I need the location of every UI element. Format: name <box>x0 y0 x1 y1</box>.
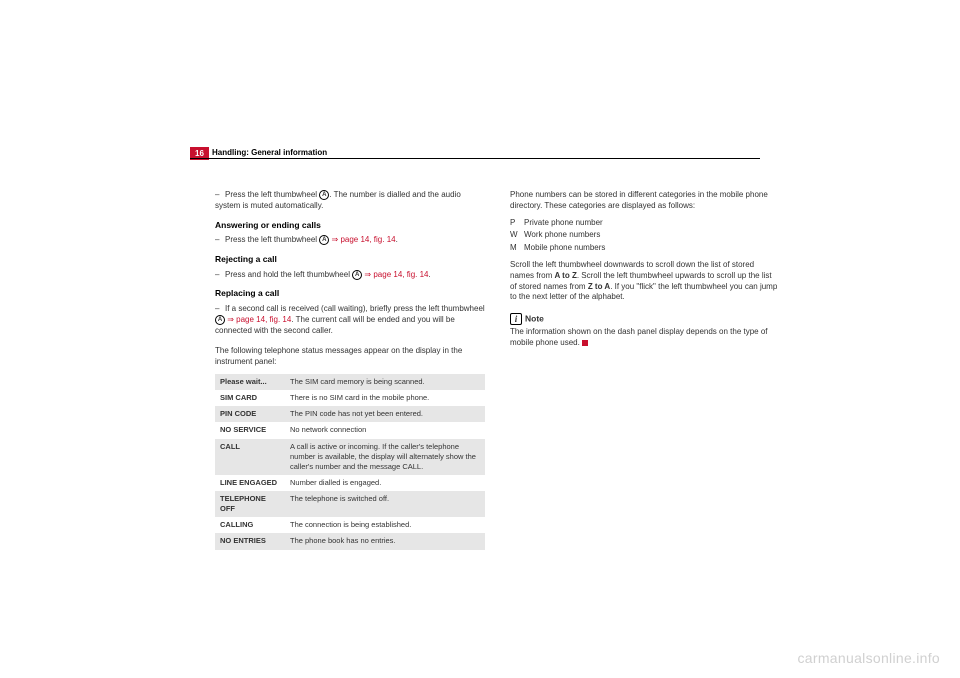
category-key: P <box>510 218 524 229</box>
text: . <box>396 235 398 244</box>
status-value: The SIM card memory is being scanned. <box>285 374 485 390</box>
status-key: SIM CARD <box>215 390 285 406</box>
text: The information shown on the dash panel … <box>510 327 768 347</box>
category-value: Work phone numbers <box>524 230 600 239</box>
table-intro: The following telephone status messages … <box>215 346 485 368</box>
label-a-icon: A <box>215 315 225 325</box>
status-key: NO SERVICE <box>215 422 285 438</box>
header-title: Handling: General information <box>212 148 327 157</box>
end-marker-icon <box>582 340 588 346</box>
table-row: SIM CARDThere is no SIM card in the mobi… <box>215 390 485 406</box>
label-a-icon: A <box>319 190 329 200</box>
heading-replacing: Replacing a call <box>215 288 485 299</box>
table-row: LINE ENGAGEDNumber dialled is engaged. <box>215 475 485 491</box>
note-body: The information shown on the dash panel … <box>510 327 780 349</box>
text: Press and hold the left thumbwheel <box>225 270 352 279</box>
instruction-reject: –Press and hold the left thumbwheel A ⇒ … <box>215 270 485 281</box>
page-ref: ⇒ page 14, fig. 14 <box>364 270 428 279</box>
text: Press the left thumbwheel <box>225 235 319 244</box>
status-key: PIN CODE <box>215 406 285 422</box>
header-rule <box>190 158 760 159</box>
status-value: No network connection <box>285 422 485 438</box>
status-value: The PIN code has not yet been entered. <box>285 406 485 422</box>
table-row: CALLINGThe connection is being establish… <box>215 517 485 533</box>
status-value: A call is active or incoming. If the cal… <box>285 439 485 475</box>
bold-range: A to Z <box>554 271 576 280</box>
label-a-icon: A <box>352 270 362 280</box>
left-column: –Press the left thumbwheel A. The number… <box>215 190 485 550</box>
status-value: Number dialled is engaged. <box>285 475 485 491</box>
status-key: Please wait... <box>215 374 285 390</box>
list-item: MMobile phone numbers <box>510 243 780 254</box>
table-row: NO ENTRIESThe phone book has no entries. <box>215 533 485 549</box>
status-value: The connection is being established. <box>285 517 485 533</box>
status-key: CALLING <box>215 517 285 533</box>
status-table: Please wait...The SIM card memory is bei… <box>215 374 485 550</box>
scroll-instructions: Scroll the left thumbwheel downwards to … <box>510 260 780 303</box>
categories-intro: Phone numbers can be stored in different… <box>510 190 780 212</box>
status-key: TELEPHONE OFF <box>215 491 285 517</box>
table-row: CALLA call is active or incoming. If the… <box>215 439 485 475</box>
table-row: PIN CODEThe PIN code has not yet been en… <box>215 406 485 422</box>
heading-rejecting: Rejecting a call <box>215 254 485 265</box>
status-value: The phone book has no entries. <box>285 533 485 549</box>
instruction-press-dial: –Press the left thumbwheel A. The number… <box>215 190 485 212</box>
status-key: CALL <box>215 439 285 475</box>
note-heading: iNote <box>510 313 780 325</box>
watermark: carmanualsonline.info <box>798 650 941 666</box>
instruction-answer: –Press the left thumbwheel A ⇒ page 14, … <box>215 235 485 246</box>
heading-answering: Answering or ending calls <box>215 220 485 231</box>
note-label: Note <box>525 313 544 323</box>
status-value: The telephone is switched off. <box>285 491 485 517</box>
status-key: LINE ENGAGED <box>215 475 285 491</box>
table-row: Please wait...The SIM card memory is bei… <box>215 374 485 390</box>
label-a-icon: A <box>319 235 329 245</box>
list-item: PPrivate phone number <box>510 218 780 229</box>
text: . <box>429 270 431 279</box>
table-row: NO SERVICENo network connection <box>215 422 485 438</box>
list-item: WWork phone numbers <box>510 230 780 241</box>
status-value: There is no SIM card in the mobile phone… <box>285 390 485 406</box>
instruction-replace: –If a second call is received (call wait… <box>215 304 485 337</box>
right-column: Phone numbers can be stored in different… <box>510 190 780 355</box>
category-value: Private phone number <box>524 218 603 227</box>
text: If a second call is received (call waiti… <box>225 304 485 313</box>
category-list: PPrivate phone numberWWork phone numbers… <box>510 218 780 254</box>
info-icon: i <box>510 313 522 325</box>
table-row: TELEPHONE OFFThe telephone is switched o… <box>215 491 485 517</box>
category-key: M <box>510 243 524 254</box>
category-value: Mobile phone numbers <box>524 243 605 252</box>
page-ref: ⇒ page 14, fig. 14 <box>227 315 291 324</box>
status-key: NO ENTRIES <box>215 533 285 549</box>
page-ref: ⇒ page 14, fig. 14 <box>332 235 396 244</box>
text: Press the left thumbwheel <box>225 190 319 199</box>
category-key: W <box>510 230 524 241</box>
bold-range: Z to A <box>588 282 610 291</box>
